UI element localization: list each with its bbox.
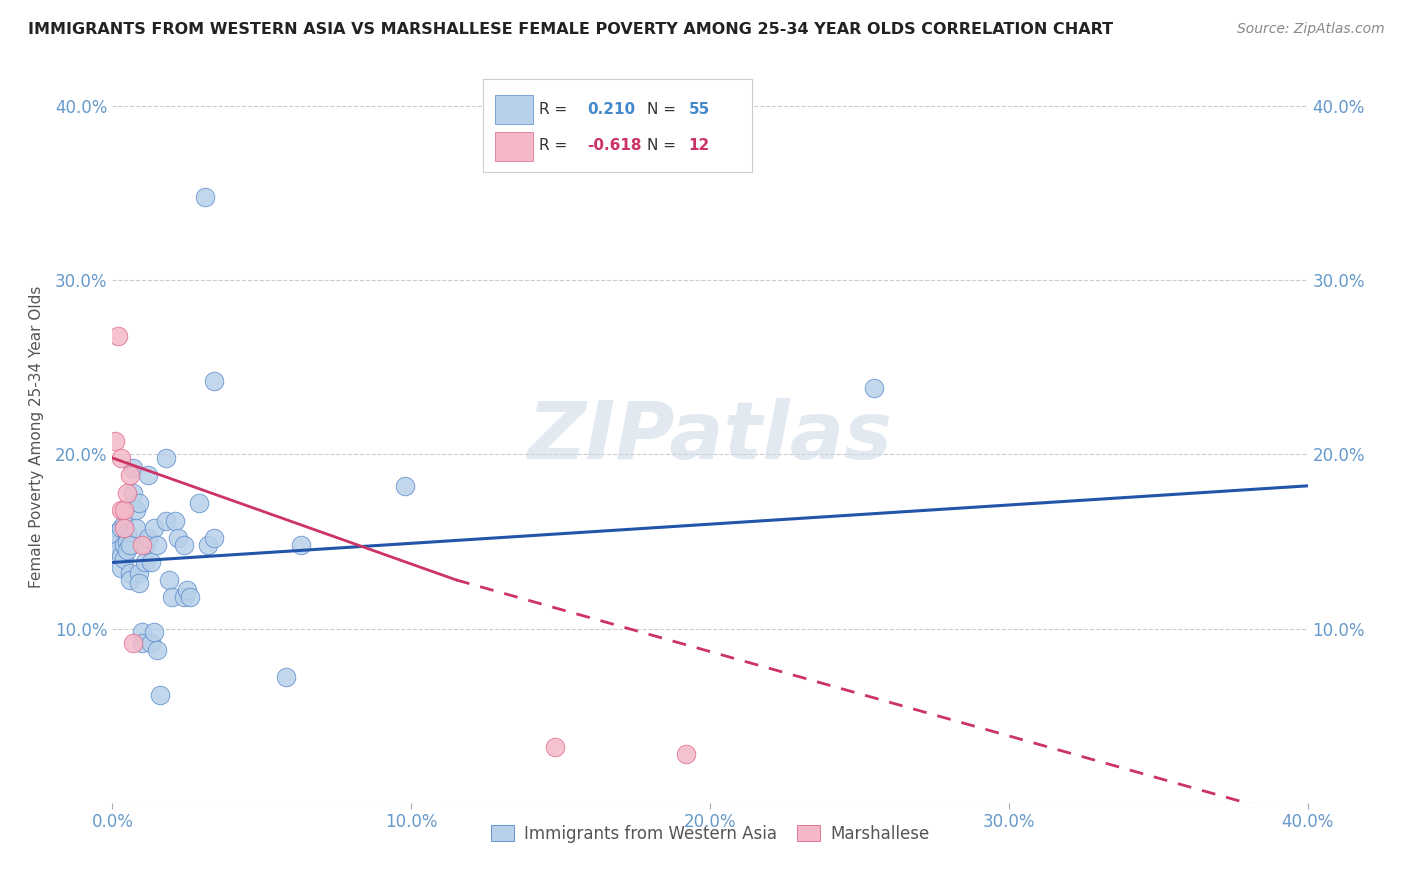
Point bbox=[173, 591, 195, 605]
FancyBboxPatch shape bbox=[495, 95, 533, 124]
Point bbox=[104, 525, 127, 540]
Point bbox=[117, 485, 139, 500]
Point bbox=[202, 375, 225, 389]
Text: 12: 12 bbox=[689, 138, 710, 153]
Point bbox=[114, 517, 135, 532]
Point bbox=[104, 538, 127, 552]
Text: 55: 55 bbox=[689, 102, 710, 117]
Point bbox=[173, 538, 195, 552]
Text: Source: ZipAtlas.com: Source: ZipAtlas.com bbox=[1237, 22, 1385, 37]
Point bbox=[149, 688, 172, 702]
Point bbox=[155, 450, 177, 465]
Point bbox=[107, 543, 129, 558]
Point bbox=[120, 468, 142, 483]
Point bbox=[114, 521, 135, 535]
Point bbox=[114, 538, 135, 552]
Point bbox=[143, 625, 166, 640]
Point bbox=[114, 552, 135, 566]
Point bbox=[162, 591, 183, 605]
Point bbox=[134, 538, 156, 552]
Point bbox=[134, 556, 156, 570]
Text: N =: N = bbox=[647, 138, 681, 153]
Point bbox=[122, 635, 145, 649]
Point bbox=[104, 434, 127, 448]
Point bbox=[194, 190, 217, 204]
Point bbox=[394, 479, 416, 493]
Point bbox=[197, 538, 219, 552]
Text: IMMIGRANTS FROM WESTERN ASIA VS MARSHALLESE FEMALE POVERTY AMONG 25-34 YEAR OLDS: IMMIGRANTS FROM WESTERN ASIA VS MARSHALL… bbox=[28, 22, 1114, 37]
Point bbox=[290, 538, 312, 552]
Point bbox=[131, 625, 153, 640]
Point bbox=[128, 566, 150, 580]
Point bbox=[146, 642, 169, 657]
Point bbox=[107, 531, 129, 545]
FancyBboxPatch shape bbox=[495, 132, 533, 161]
Point bbox=[107, 329, 129, 343]
Point bbox=[117, 534, 139, 549]
Point bbox=[146, 538, 169, 552]
Point bbox=[131, 635, 153, 649]
Point bbox=[141, 556, 163, 570]
Point bbox=[543, 740, 565, 755]
Point bbox=[274, 670, 297, 684]
Point bbox=[179, 591, 201, 605]
Point bbox=[110, 549, 132, 563]
Y-axis label: Female Poverty Among 25-34 Year Olds: Female Poverty Among 25-34 Year Olds bbox=[30, 286, 44, 588]
Point bbox=[125, 503, 148, 517]
Point bbox=[176, 583, 198, 598]
Point bbox=[120, 573, 142, 587]
FancyBboxPatch shape bbox=[484, 78, 752, 172]
Text: N =: N = bbox=[647, 102, 681, 117]
Point bbox=[167, 531, 190, 545]
Point bbox=[120, 566, 142, 580]
Text: -0.618: -0.618 bbox=[586, 138, 641, 153]
Point bbox=[114, 503, 135, 517]
Text: 0.210: 0.210 bbox=[586, 102, 636, 117]
Point bbox=[202, 531, 225, 545]
Point bbox=[863, 381, 886, 395]
Point bbox=[120, 538, 142, 552]
Point bbox=[143, 521, 166, 535]
Text: R =: R = bbox=[538, 102, 572, 117]
Point bbox=[110, 560, 132, 574]
Point bbox=[122, 461, 145, 475]
Point bbox=[110, 450, 132, 465]
Point bbox=[138, 531, 160, 545]
Point bbox=[165, 514, 187, 528]
Point bbox=[157, 573, 180, 587]
Text: R =: R = bbox=[538, 138, 572, 153]
Text: ZIPatlas: ZIPatlas bbox=[527, 398, 893, 476]
Point bbox=[155, 514, 177, 528]
Point bbox=[141, 635, 163, 649]
Point bbox=[117, 525, 139, 540]
Legend: Immigrants from Western Asia, Marshallese: Immigrants from Western Asia, Marshalles… bbox=[484, 818, 936, 849]
Point bbox=[117, 543, 139, 558]
Point bbox=[131, 538, 153, 552]
Point bbox=[138, 468, 160, 483]
Point bbox=[128, 576, 150, 591]
Point bbox=[188, 496, 211, 510]
Point bbox=[675, 747, 697, 761]
Point bbox=[110, 521, 132, 535]
Point bbox=[122, 485, 145, 500]
Point bbox=[125, 521, 148, 535]
Point bbox=[128, 496, 150, 510]
Point bbox=[110, 503, 132, 517]
